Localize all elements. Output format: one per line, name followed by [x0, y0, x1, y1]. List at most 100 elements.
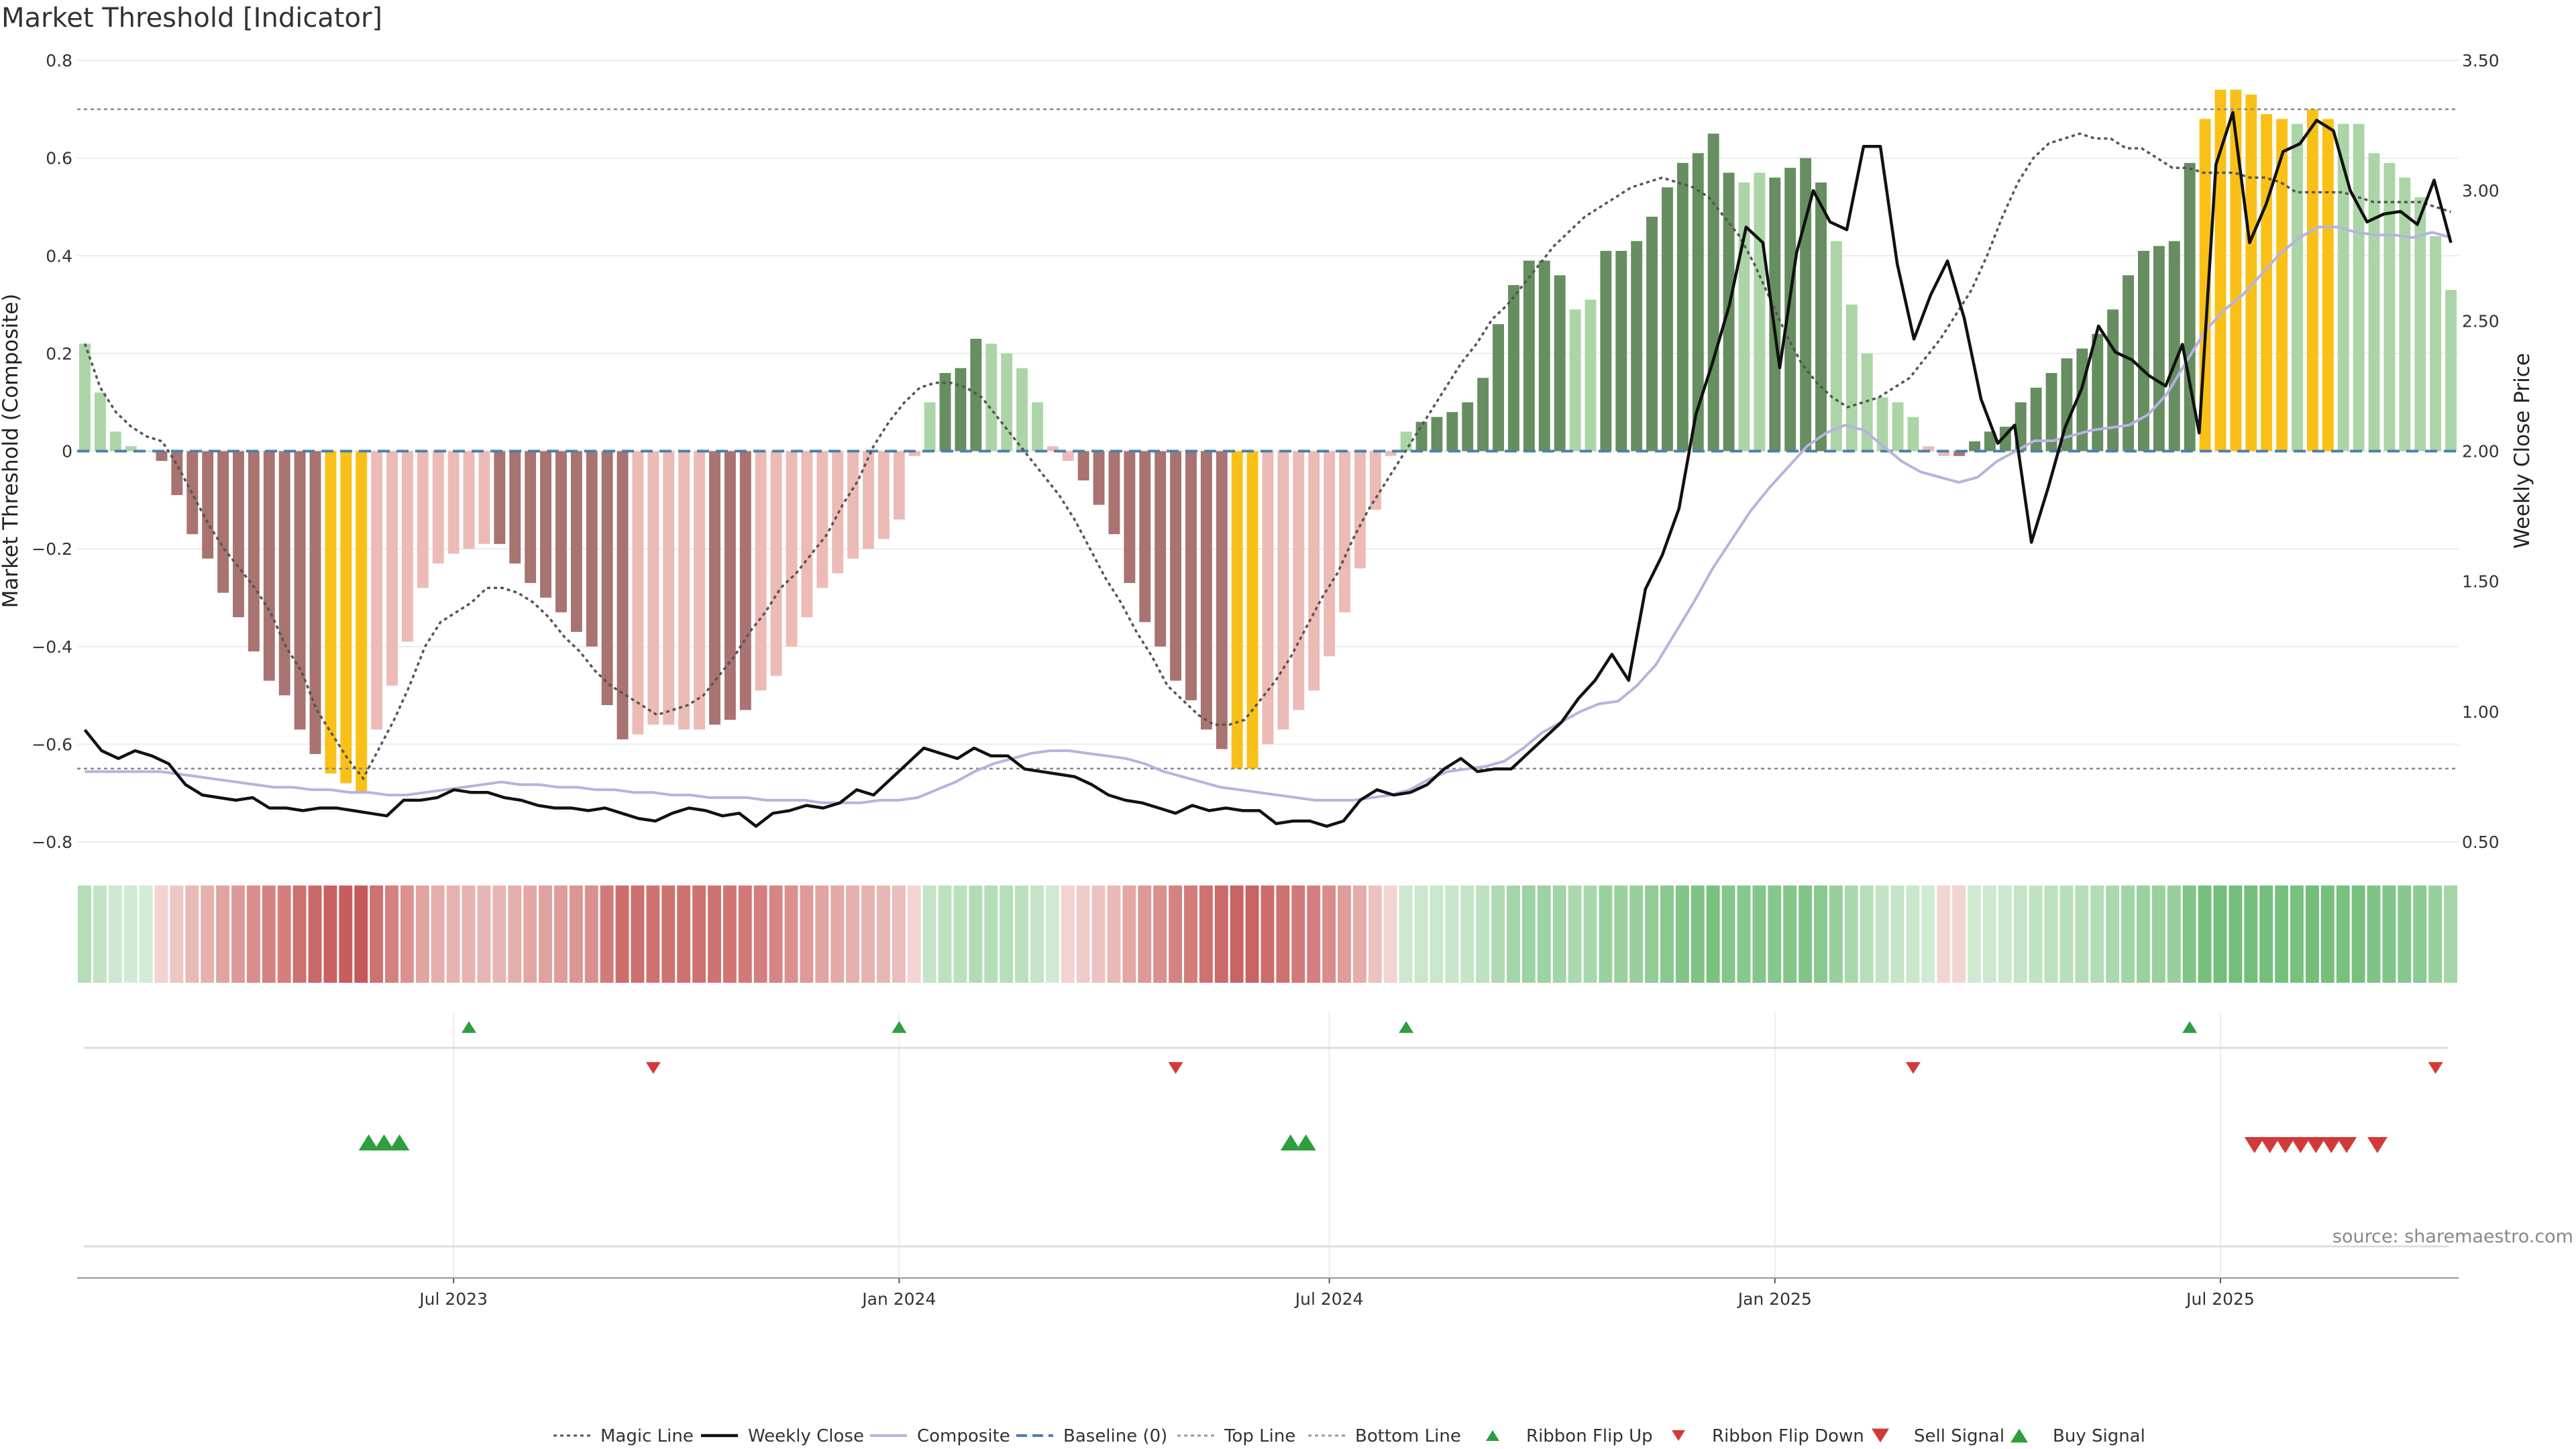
ribbon-cell: [2244, 885, 2258, 983]
legend: Magic Line Weekly Close Composite Baseline …: [553, 1426, 2145, 1446]
ribbon-cell: [1552, 885, 1566, 983]
sell-signal-marker: [2306, 1137, 2326, 1153]
ribbon-cell: [2106, 885, 2120, 983]
composite-bar: [2368, 153, 2380, 451]
composite-bar: [1308, 451, 1320, 691]
ribbon-cell: [1276, 885, 1290, 983]
ribbon-cell: [1122, 885, 1136, 983]
composite-bar: [432, 451, 444, 564]
ribbon-cell: [2013, 885, 2027, 983]
composite-bar: [570, 451, 582, 632]
ribbon-cell: [1521, 885, 1536, 983]
composite-bar: [1415, 421, 1428, 451]
composite-bar: [877, 451, 890, 539]
composite-bar: [1907, 417, 1919, 451]
legend-label: Buy Signal: [2053, 1426, 2145, 1446]
ribbon-cell: [600, 885, 614, 983]
composite-bar: [2184, 162, 2196, 451]
composite-bar: [601, 451, 613, 706]
ribbon-cell: [2029, 885, 2043, 983]
ribbon-cell: [2075, 885, 2089, 983]
buy-signal-marker: [358, 1134, 379, 1150]
ribbon-cell: [1000, 885, 1014, 983]
buy-signal-marker: [1280, 1134, 1301, 1150]
ribbon-cell: [462, 885, 476, 983]
ribbon-cell: [2413, 885, 2427, 983]
x-tick-label: Jul 2025: [2185, 1289, 2255, 1309]
ribbon-cell: [692, 885, 706, 983]
ribbon-cell: [876, 885, 890, 983]
legend-item: Magic Line: [553, 1426, 694, 1446]
ribbon-cell: [1783, 885, 1797, 983]
ribbon-cell: [2259, 885, 2273, 983]
ribbon-cell: [1107, 885, 1121, 983]
y-tick-label: −0.4: [32, 637, 72, 657]
ribbon-cell: [308, 885, 322, 983]
legend-item: Baseline (0): [1016, 1426, 1167, 1446]
composite-bar: [955, 368, 967, 451]
ribbon-flip-up-marker: [892, 1021, 907, 1033]
ribbon-cell: [2137, 885, 2150, 983]
composite-bar: [1108, 451, 1120, 535]
ribbon-cell: [1245, 885, 1259, 983]
ribbon-cell: [123, 885, 138, 983]
ribbon-cell: [1352, 885, 1366, 983]
composite-bar: [2399, 177, 2411, 451]
ribbon-cell: [1322, 885, 1336, 983]
composite-bar: [2337, 123, 2349, 451]
ribbon-cell: [784, 885, 798, 983]
ribbon-cell: [615, 885, 629, 983]
ribbon-cell: [323, 885, 337, 983]
ribbon-flip-down-marker: [645, 1062, 661, 1074]
y-tick-label: −0.2: [32, 539, 72, 559]
composite-bar: [140, 451, 152, 452]
composite-bar: [1124, 451, 1136, 584]
ribbon-cell: [708, 885, 721, 983]
ribbon-cell: [2428, 885, 2443, 983]
ribbon-flip-up-marker: [2182, 1021, 2198, 1033]
ribbon-cell: [477, 885, 491, 983]
overlay-lines: [77, 108, 2459, 828]
composite-bar: [340, 451, 352, 784]
composite-bar: [1446, 412, 1458, 451]
composite-bar: [125, 446, 137, 451]
composite-bar: [263, 451, 275, 681]
ribbon-flip-up-marker: [1399, 1021, 1414, 1033]
ribbon-cell: [846, 885, 860, 983]
composite-bar: [1246, 451, 1258, 769]
ribbon-cell: [1706, 885, 1720, 983]
y-tick-label: −0.8: [32, 833, 72, 852]
composite-bar: [724, 451, 736, 720]
axes: 0.8 0.6 0.4 0.2 0 −0.2 −0.4 −0.6 −0.8 3.50 3.00 2.5…: [32, 51, 2499, 1309]
ribbon-cell: [1629, 885, 1644, 983]
buy-signal-marker: [1295, 1134, 1316, 1150]
ribbon-cell: [830, 885, 845, 983]
y-tick-label: 0.6: [46, 149, 72, 168]
composite-bar: [1769, 177, 1781, 451]
y-tick-label: 0.8: [46, 51, 72, 70]
ribbon-cell: [661, 885, 676, 983]
composite-bar: [2353, 123, 2365, 451]
legend-label: Ribbon Flip Up: [1526, 1426, 1653, 1446]
signal-markers: [358, 1021, 2443, 1153]
composite-bar: [2261, 114, 2273, 451]
ribbon-cell: [201, 885, 215, 983]
ribbon-cell: [646, 885, 660, 983]
composite-bar: [1538, 260, 1550, 451]
magic-line: [83, 132, 2452, 781]
composite-bar: [1554, 275, 1566, 451]
composite-bar: [786, 451, 798, 647]
x-tick-label: Jul 2024: [1294, 1289, 1364, 1309]
composite-bar: [1615, 250, 1627, 451]
y2-tick-label: 0.50: [2462, 833, 2500, 852]
sell-signal-marker: [2275, 1137, 2296, 1153]
composite-bar: [2030, 387, 2042, 451]
composite-bar: [202, 451, 214, 559]
legend-item: Ribbon Flip Down: [1672, 1426, 1864, 1446]
composite-bar: [2245, 94, 2257, 451]
sell-signal-marker: [2244, 1137, 2265, 1153]
legend-item: Bottom Line: [1308, 1426, 1461, 1446]
composite-bar: [2123, 275, 2135, 451]
ribbon-cell: [2336, 885, 2350, 983]
composite-bar: [478, 451, 490, 544]
